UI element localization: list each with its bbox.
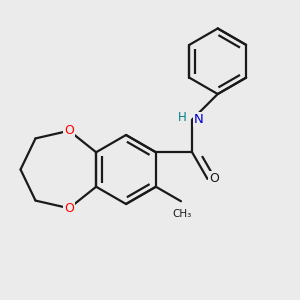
Text: O: O — [64, 124, 74, 137]
Text: O: O — [64, 202, 74, 215]
Text: H: H — [178, 111, 187, 124]
Text: N: N — [194, 113, 203, 126]
Text: CH₃: CH₃ — [173, 209, 192, 219]
Text: O: O — [209, 172, 219, 185]
